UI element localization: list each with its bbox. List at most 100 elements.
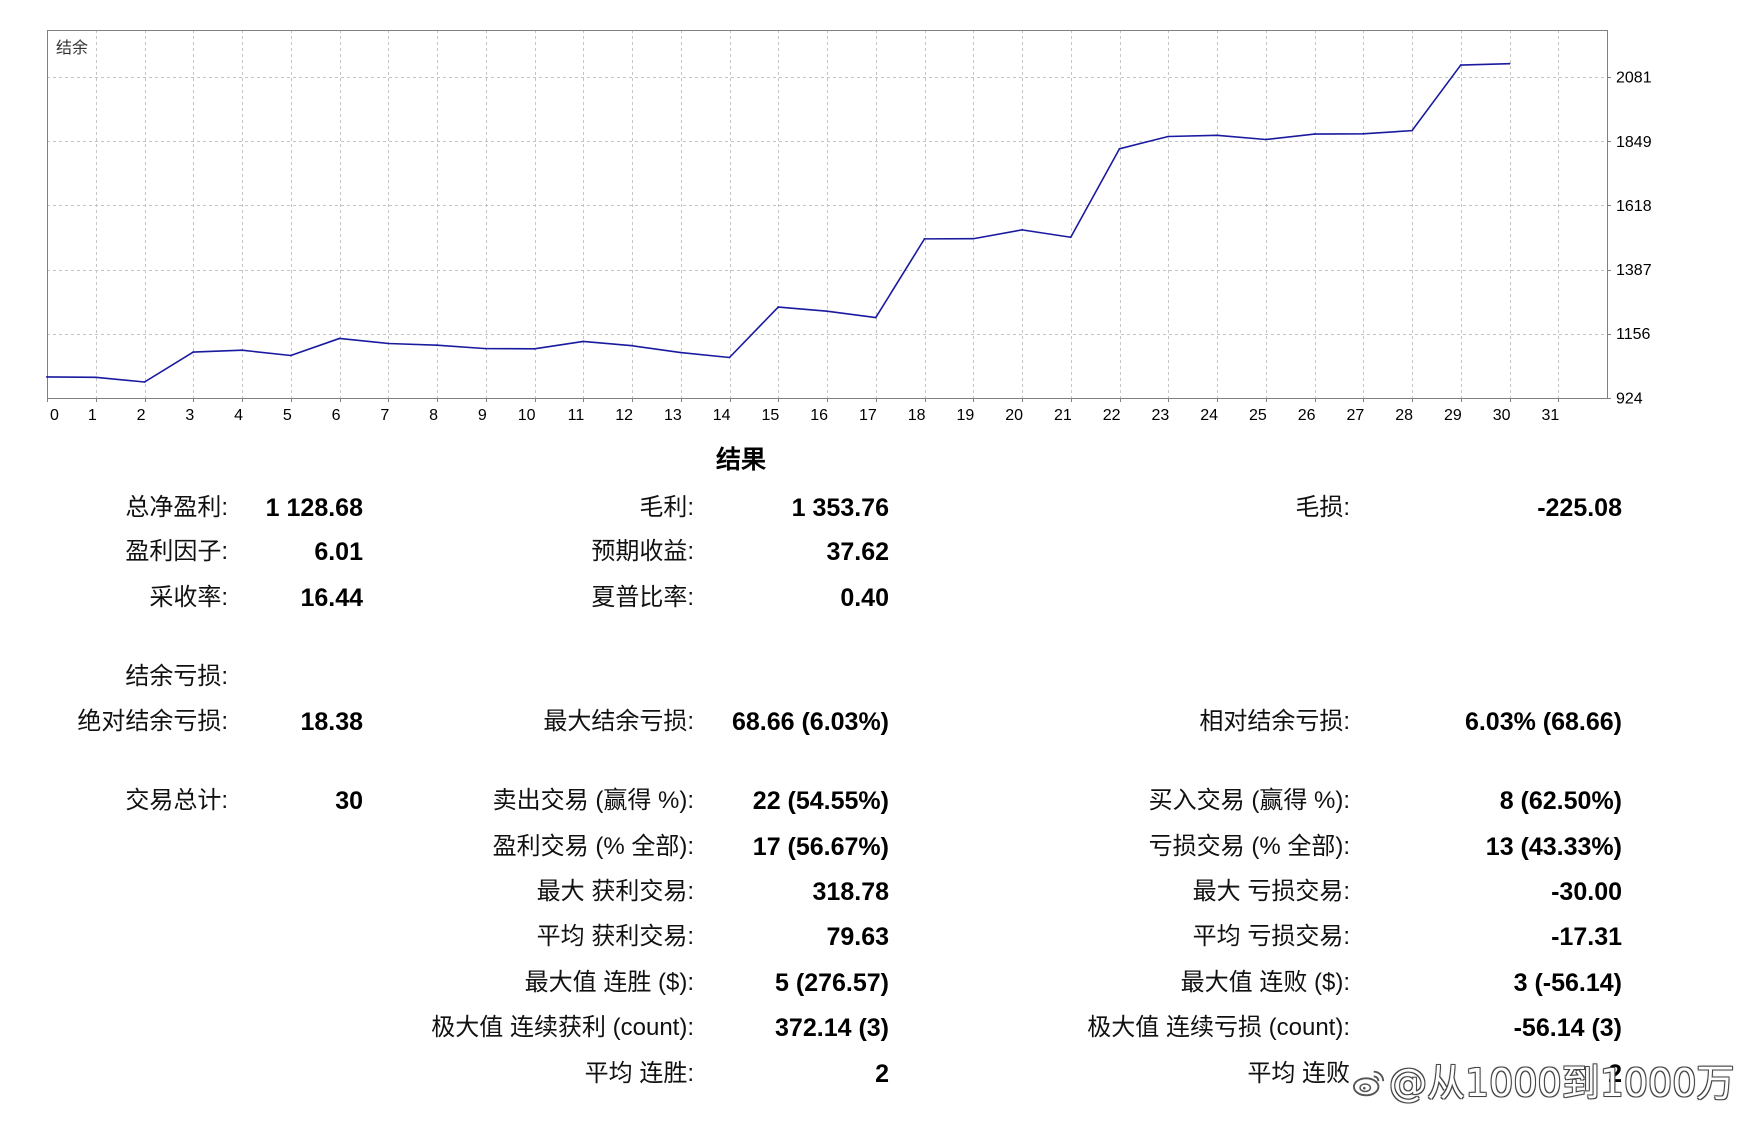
absolute-drawdown-label: 绝对结余亏损: xyxy=(77,708,228,735)
data-point xyxy=(484,347,487,350)
y-tick-label: 1849 xyxy=(1616,134,1652,151)
y-tick-label: 1156 xyxy=(1616,326,1651,343)
sharpe-ratio-value: 0.40 xyxy=(840,584,889,612)
recovery-factor-value: 16.44 xyxy=(300,584,363,612)
total-net-profit-label: 总净盈利: xyxy=(125,494,228,521)
data-point xyxy=(1313,133,1316,135)
data-point xyxy=(1508,62,1511,65)
data-point xyxy=(387,342,390,345)
average-profit-trade-label: 平均 获利交易: xyxy=(536,923,694,950)
x-tick-label: 30 xyxy=(1493,407,1511,424)
data-point xyxy=(1411,129,1413,132)
profit-factor-value: 6.01 xyxy=(314,538,363,566)
y-tick-label: 2081 xyxy=(1616,69,1652,86)
data-point xyxy=(1118,147,1121,150)
x-tick-label: 16 xyxy=(810,407,828,424)
x-tick-label: 22 xyxy=(1103,407,1121,424)
y-tick-label: 1387 xyxy=(1616,262,1652,279)
x-tick-label: 21 xyxy=(1054,407,1072,424)
profit-trades-label: 盈利交易 (% 全部): xyxy=(492,833,694,860)
x-tick-label: 6 xyxy=(332,407,341,424)
data-point xyxy=(289,354,292,357)
data-point xyxy=(1069,236,1072,239)
largest-loss-trade-label: 最大 亏损交易: xyxy=(1192,878,1350,905)
data-point xyxy=(143,381,146,383)
data-point xyxy=(679,351,682,354)
x-tick-label: 5 xyxy=(283,407,292,424)
gross-profit-value: 1 353.76 xyxy=(791,494,889,522)
profit-trades-value: 17 (56.67%) xyxy=(752,833,889,861)
short-positions-value: 22 (54.55%) xyxy=(752,787,889,815)
x-tick-label: 9 xyxy=(478,407,487,424)
x-tick-label: 0 xyxy=(50,407,59,424)
gross-loss-label: 毛损: xyxy=(1295,494,1350,521)
loss-trades-value: 13 (43.33%) xyxy=(1485,833,1622,861)
relative-drawdown-label: 相对结余亏损: xyxy=(1199,708,1350,735)
data-point xyxy=(1167,135,1170,138)
x-tick-label: 12 xyxy=(615,407,633,424)
data-point xyxy=(1459,64,1462,66)
long-positions-value: 8 (62.50%) xyxy=(1499,787,1622,815)
relative-drawdown-value: 6.03% (68.66) xyxy=(1464,708,1622,736)
absolute-drawdown-value: 18.38 xyxy=(300,708,363,736)
long-positions-label: 买入交易 (赢得 %): xyxy=(1148,787,1350,814)
results-title: 结果 xyxy=(715,446,766,474)
total-net-profit-value: 1 128.68 xyxy=(265,494,363,522)
x-tick-label: 10 xyxy=(518,407,536,424)
chart-title: 结余 xyxy=(56,38,88,57)
x-tick-label: 4 xyxy=(234,407,243,424)
max-consecutive-wins-label: 最大值 连胜 ($): xyxy=(524,969,694,996)
x-tick-label: 23 xyxy=(1151,407,1169,424)
data-point xyxy=(631,344,633,347)
gross-loss-value: -225.08 xyxy=(1537,494,1622,522)
largest-profit-trade-label: 最大 获利交易: xyxy=(536,878,694,905)
watermark: @从1000到1000万 xyxy=(1352,1058,1734,1108)
x-tick-label: 31 xyxy=(1541,407,1559,424)
watermark-text: @从1000到1000万 xyxy=(1389,1061,1735,1105)
maximal-consecutive-profit-label: 极大值 连续获利 (count): xyxy=(431,1014,694,1041)
gross-profit-label: 毛利: xyxy=(639,494,694,521)
y-tick-label: 1618 xyxy=(1616,198,1652,215)
maximal-drawdown-label: 最大结余亏损: xyxy=(543,708,694,735)
x-tick-label: 2 xyxy=(137,407,146,424)
largest-loss-trade-value: -30.00 xyxy=(1551,878,1622,906)
expected-payoff-value: 37.62 xyxy=(826,538,889,566)
total-trades-label: 交易总计: xyxy=(125,787,228,814)
profit-factor-label: 盈利因子: xyxy=(125,538,228,565)
average-loss-trade-label: 平均 亏损交易: xyxy=(1192,923,1350,950)
data-point xyxy=(1362,132,1365,135)
max-consecutive-losses-value: 3 (-56.14) xyxy=(1513,969,1622,997)
x-tick-label: 17 xyxy=(859,407,877,424)
data-point xyxy=(1216,134,1218,137)
maximal-consecutive-profit-value: 372.14 (3) xyxy=(775,1014,889,1042)
data-point xyxy=(874,316,877,319)
x-tick-label: 26 xyxy=(1298,407,1316,424)
data-point xyxy=(46,376,48,378)
average-consecutive-wins-value: 2 xyxy=(875,1060,889,1088)
x-tick-label: 29 xyxy=(1444,407,1462,424)
data-point xyxy=(923,237,926,240)
balance-chart: 0 1 2 3 4 5 6 7 8 9 10 11 12 13 14 15 16 17 18 19 20 21 22 23 24… xyxy=(46,30,1652,424)
x-tick-label: 13 xyxy=(664,407,682,424)
recovery-factor-label: 采收率: xyxy=(149,584,228,611)
x-tick-label: 7 xyxy=(380,407,389,424)
data-point xyxy=(241,349,243,352)
max-consecutive-wins-value: 5 (276.57) xyxy=(775,969,889,997)
maximal-consecutive-loss-label: 极大值 连续亏损 (count): xyxy=(1087,1014,1350,1041)
largest-profit-trade-value: 318.78 xyxy=(812,878,889,906)
data-point xyxy=(94,376,97,379)
x-tick-label: 24 xyxy=(1200,407,1218,424)
maximal-consecutive-loss-value: -56.14 (3) xyxy=(1513,1014,1622,1042)
short-positions-label: 卖出交易 (赢得 %): xyxy=(492,787,694,814)
data-point xyxy=(192,351,195,353)
data-point xyxy=(777,306,780,308)
x-tick-label: 20 xyxy=(1005,407,1023,424)
average-consecutive-wins-label: 平均 连胜: xyxy=(584,1060,694,1087)
average-loss-trade-value: -17.31 xyxy=(1551,923,1622,951)
expected-payoff-label: 预期收益: xyxy=(591,538,694,565)
maximal-drawdown-value: 68.66 (6.03%) xyxy=(731,708,889,736)
max-consecutive-losses-label: 最大值 连败 ($): xyxy=(1180,969,1350,996)
x-tick-label: 28 xyxy=(1395,407,1413,424)
x-tick-label: 27 xyxy=(1346,407,1364,424)
x-tick-label: 11 xyxy=(568,407,585,424)
